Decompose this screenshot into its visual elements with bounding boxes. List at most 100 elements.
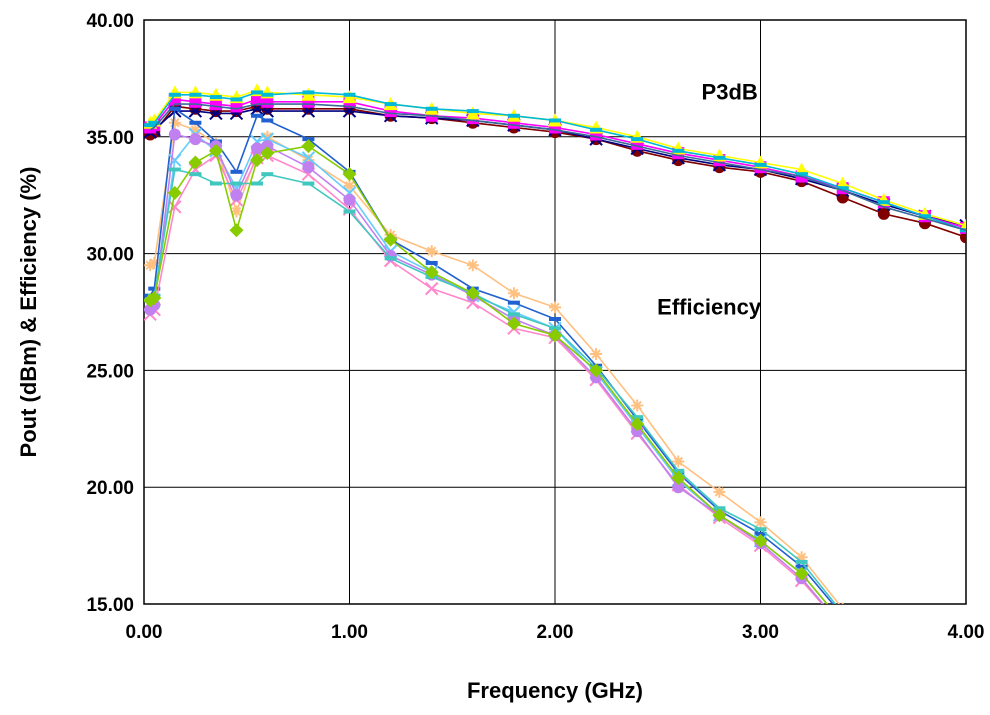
data-point — [960, 231, 966, 244]
data-point — [343, 193, 356, 206]
data-point — [260, 146, 275, 161]
data-point — [209, 181, 222, 186]
data-point — [189, 120, 202, 125]
data-point — [590, 348, 603, 361]
data-point — [384, 256, 397, 261]
data-point — [465, 286, 480, 301]
data-point — [753, 533, 768, 548]
y-axis-ticks: 15.00 20.00 25.00 30.00 35.00 40.00 — [86, 11, 134, 616]
data-point — [837, 621, 849, 633]
data-point — [230, 189, 243, 202]
series-line — [149, 107, 834, 604]
data-point — [230, 181, 243, 186]
p3db-series — [144, 90, 966, 233]
data-point — [343, 92, 356, 97]
y-tick-label: 40.00 — [86, 11, 134, 32]
data-point — [148, 120, 161, 125]
data-point — [148, 286, 161, 291]
data-point — [424, 265, 439, 280]
data-point — [301, 151, 316, 165]
data-point — [507, 300, 520, 305]
data-point — [672, 481, 685, 494]
data-point — [754, 162, 767, 167]
data-point — [549, 118, 561, 123]
series-line — [149, 145, 829, 604]
data-point — [250, 153, 265, 168]
data-point — [261, 118, 274, 123]
data-point — [837, 621, 849, 633]
data-point — [343, 179, 356, 192]
annotation-efficiency: Efficiency — [657, 294, 762, 319]
data-point — [343, 209, 356, 214]
data-point — [918, 214, 931, 219]
data-point — [261, 172, 274, 177]
data-point — [877, 200, 890, 205]
data-point — [189, 123, 202, 136]
data-point — [230, 100, 243, 113]
data-point — [302, 161, 315, 174]
data-point — [384, 102, 397, 107]
data-point — [261, 140, 274, 153]
data-point — [425, 106, 438, 111]
data-point — [251, 142, 264, 155]
data-point — [836, 186, 849, 191]
x-tick-label: 3.00 — [742, 622, 779, 643]
data-point — [302, 90, 315, 95]
data-point — [188, 155, 203, 170]
data-point — [144, 259, 157, 272]
y-axis-title: Pout (dBm) & Efficiency (%) — [16, 167, 41, 458]
data-point — [507, 287, 520, 300]
data-point — [230, 205, 243, 218]
data-point — [147, 290, 162, 305]
x-tick-label: 0.00 — [126, 622, 163, 643]
data-point — [251, 181, 264, 186]
data-point — [251, 90, 264, 95]
data-point — [836, 616, 850, 630]
data-point — [506, 316, 521, 331]
x-axis-title: Frequency (GHz) — [467, 678, 643, 703]
y-tick-label: 30.00 — [86, 245, 134, 266]
x-tick-label: 4.00 — [948, 622, 985, 643]
data-point — [466, 259, 479, 272]
data-point — [230, 97, 243, 102]
data-point — [754, 527, 767, 532]
data-point — [672, 468, 685, 473]
data-point — [795, 564, 808, 569]
data-point — [301, 139, 316, 154]
data-point — [549, 326, 561, 331]
data-point — [189, 92, 202, 97]
data-point — [754, 516, 767, 529]
data-point — [713, 485, 726, 498]
data-point — [795, 172, 808, 177]
y-tick-label: 20.00 — [86, 478, 134, 499]
data-point — [251, 93, 264, 106]
data-point — [549, 121, 561, 134]
data-point — [168, 128, 181, 141]
x-axis-ticks: 0.00 1.00 2.00 3.00 4.00 — [126, 622, 985, 643]
y-tick-label: 15.00 — [86, 595, 134, 616]
data-point — [230, 169, 243, 174]
data-point — [383, 232, 398, 247]
data-point — [589, 363, 604, 378]
data-point — [713, 506, 726, 511]
data-point — [302, 181, 315, 186]
p3db-series — [149, 103, 966, 231]
data-point — [672, 148, 685, 153]
data-point — [229, 223, 244, 238]
data-point — [425, 260, 438, 265]
data-point — [168, 106, 181, 111]
data-point — [144, 123, 157, 128]
series-line — [149, 133, 825, 604]
data-point — [590, 127, 603, 132]
data-point — [631, 399, 644, 412]
data-point — [507, 312, 520, 317]
series-line — [149, 168, 837, 604]
data-point — [548, 328, 562, 343]
data-point — [631, 415, 644, 420]
data-point — [549, 317, 561, 322]
data-point — [877, 207, 890, 220]
data-point — [549, 301, 561, 314]
series-layer — [144, 83, 966, 633]
data-point — [631, 137, 644, 142]
data-point — [837, 614, 849, 618]
